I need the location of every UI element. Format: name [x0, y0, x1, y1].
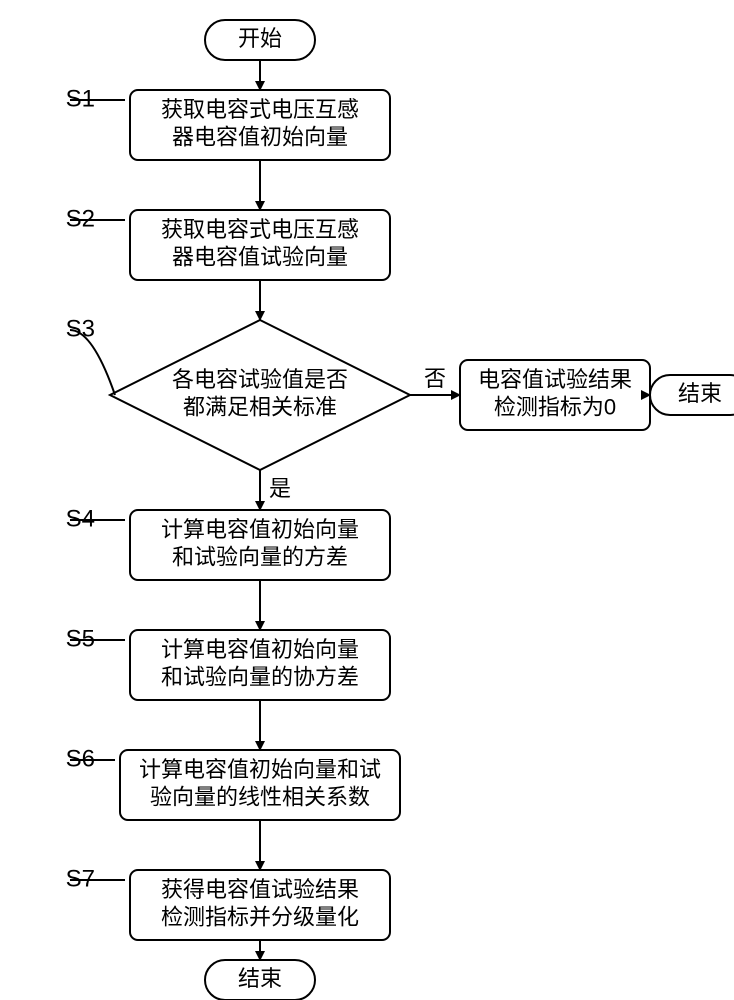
- node-text: 结束: [678, 381, 722, 406]
- node-text: 计算电容值初始向量和试: [139, 757, 381, 782]
- node-text: 开始: [238, 26, 282, 51]
- process-s4: 计算电容值初始向量和试验向量的方差: [130, 510, 390, 580]
- process-s2: 获取电容式电压互感器电容值试验向量: [130, 210, 390, 280]
- node-text: 计算电容值初始向量: [161, 637, 359, 662]
- node-text: 都满足相关标准: [183, 395, 337, 420]
- node-text: 结束: [238, 966, 282, 991]
- node-text: 检测指标为0: [494, 395, 616, 420]
- terminator-end1: 结束: [650, 375, 734, 415]
- step-label: S5: [66, 625, 95, 652]
- node-text: 电容值试验结果: [478, 367, 632, 392]
- node-text: 和试验向量的协方差: [161, 665, 359, 690]
- terminator-start: 开始: [205, 20, 315, 60]
- node-text: 各电容试验值是否: [172, 367, 348, 392]
- step-label: S1: [66, 85, 95, 112]
- edge-label: 否: [424, 366, 446, 391]
- step-label: S3: [66, 315, 95, 342]
- step-label: S6: [66, 745, 95, 772]
- process-s6: 计算电容值初始向量和试验向量的线性相关系数: [120, 750, 400, 820]
- step-label: S2: [66, 205, 95, 232]
- node-text: 获取电容式电压互感: [161, 97, 359, 122]
- process-s1: 获取电容式电压互感器电容值初始向量: [130, 90, 390, 160]
- flowchart-canvas: 开始获取电容式电压互感器电容值初始向量获取电容式电压互感器电容值试验向量各电容试…: [0, 0, 734, 1000]
- terminator-end2: 结束: [205, 960, 315, 1000]
- node-text: 检测指标并分级量化: [161, 905, 359, 930]
- process-s7: 获得电容值试验结果检测指标并分级量化: [130, 870, 390, 940]
- node-text: 获得电容值试验结果: [161, 877, 359, 902]
- process-s5: 计算电容值初始向量和试验向量的协方差: [130, 630, 390, 700]
- decision-s3: 各电容试验值是否都满足相关标准: [110, 320, 410, 470]
- edge-label: 是: [269, 476, 291, 501]
- process-r0: 电容值试验结果检测指标为0: [460, 360, 650, 430]
- step-label: S7: [66, 865, 95, 892]
- node-text: 验向量的线性相关系数: [150, 785, 370, 810]
- node-text: 计算电容值初始向量: [161, 517, 359, 542]
- node-text: 获取电容式电压互感: [161, 217, 359, 242]
- node-text: 器电容值试验向量: [172, 245, 348, 270]
- node-text: 和试验向量的方差: [172, 545, 348, 570]
- node-text: 器电容值初始向量: [172, 125, 348, 150]
- step-label: S4: [66, 505, 95, 532]
